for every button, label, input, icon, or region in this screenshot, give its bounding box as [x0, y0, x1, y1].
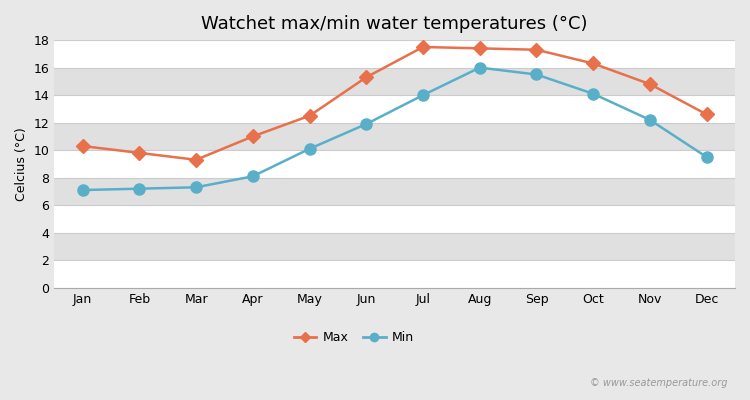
Bar — [54, 95, 735, 123]
Title: Watchet max/min water temperatures (°C): Watchet max/min water temperatures (°C) — [202, 15, 588, 33]
Max — [532, 47, 541, 52]
Max — [476, 46, 484, 51]
Bar — [54, 260, 735, 288]
Min — [362, 122, 370, 126]
Min — [419, 93, 428, 98]
Min — [135, 186, 144, 191]
Bar — [54, 233, 735, 260]
Bar — [54, 40, 735, 68]
Min — [702, 155, 711, 160]
Text: © www.seatemperature.org: © www.seatemperature.org — [590, 378, 728, 388]
Max — [191, 157, 200, 162]
Min — [532, 72, 541, 77]
Line: Min: Min — [77, 62, 712, 196]
Min — [191, 185, 200, 190]
Bar — [54, 123, 735, 150]
Bar — [54, 150, 735, 178]
Min — [589, 91, 598, 96]
Legend: Max, Min: Max, Min — [289, 326, 419, 349]
Max — [702, 112, 711, 117]
Min — [305, 146, 314, 151]
Max — [646, 82, 655, 86]
Max — [78, 144, 87, 148]
Min — [646, 118, 655, 122]
Bar — [54, 178, 735, 205]
Max — [248, 134, 257, 139]
Bar — [54, 68, 735, 95]
Max — [589, 61, 598, 66]
Bar — [54, 205, 735, 233]
Max — [135, 150, 144, 155]
Y-axis label: Celcius (°C): Celcius (°C) — [15, 127, 28, 201]
Line: Max: Max — [78, 42, 712, 165]
Min — [248, 174, 257, 179]
Min — [78, 188, 87, 192]
Max — [419, 44, 428, 49]
Max — [362, 75, 370, 80]
Max — [305, 113, 314, 118]
Min — [476, 65, 484, 70]
